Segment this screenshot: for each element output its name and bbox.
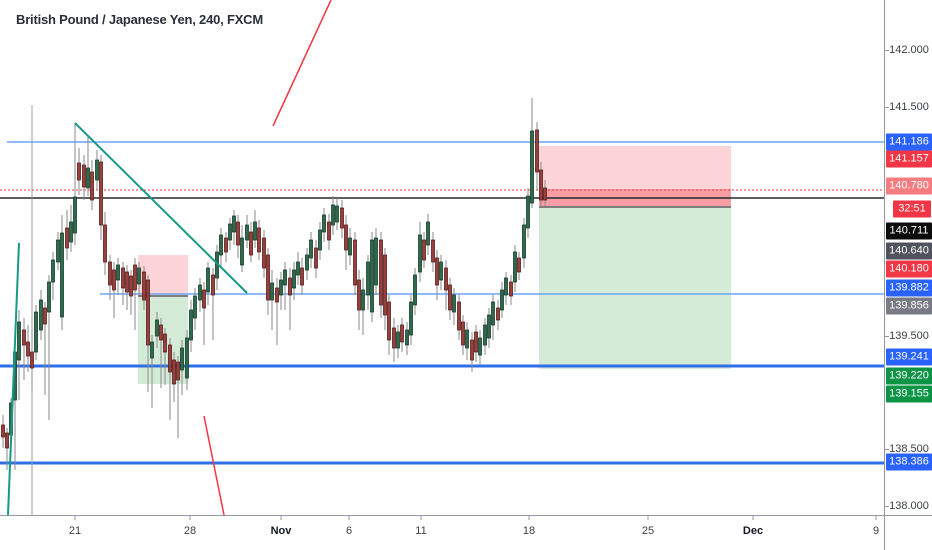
price-axis-label: 138.500 — [885, 443, 932, 455]
price-badge-139.882: 139.882 — [886, 279, 932, 297]
price-axis-label: 138.000 — [885, 500, 932, 512]
price-badge-140.180: 140.180 — [886, 260, 932, 278]
price-badge-140.711: 140.711 — [886, 222, 932, 240]
price-axis[interactable]: 142.000 141.500 139.500 138.500 138.000 141.1… — [884, 0, 932, 515]
symbol-title[interactable]: British Pound / Japanese Yen, 240, FXCM — [16, 12, 263, 27]
price-axis-label: 139.500 — [885, 330, 932, 342]
time-axis-label: 18 — [522, 525, 536, 537]
price-badge-140.780: 140.780 — [886, 177, 932, 195]
price-badge-138.386: 138.386 — [886, 453, 932, 471]
time-axis[interactable]: 21 28 Nov 6 11 18 25 Dec 9 — [0, 515, 932, 550]
time-axis-tick — [280, 516, 282, 520]
teal-descending-trendline[interactable] — [74, 122, 248, 294]
price-badge-140.640: 140.640 — [886, 242, 932, 260]
candlestick-chart[interactable] — [0, 0, 884, 515]
time-axis-label: 21 — [68, 525, 82, 537]
red-trendline-top[interactable] — [272, 0, 332, 127]
price-badge-141.186: 141.186 — [886, 133, 932, 151]
price-badge-141.157: 141.157 — [886, 150, 932, 168]
price-badge-139.155: 139.155 — [886, 385, 932, 403]
axis-corner-divider — [884, 516, 885, 550]
time-axis-tick — [348, 516, 350, 520]
time-axis-tick — [189, 516, 191, 520]
teal-steep-left-trendline[interactable] — [7, 242, 20, 515]
price-axis-label: 142.000 — [885, 44, 932, 56]
price-axis-label: 141.500 — [885, 101, 932, 113]
time-axis-tick — [420, 516, 422, 520]
time-axis-tick — [752, 516, 754, 520]
time-axis-label: 9 — [872, 525, 880, 537]
time-axis-label: 11 — [415, 525, 427, 537]
time-axis-label: Nov — [270, 525, 292, 537]
bar-countdown-badge: 32:51 — [893, 200, 931, 218]
red-trendline-bottom[interactable] — [203, 415, 225, 515]
price-badge-139.241: 139.241 — [886, 348, 932, 366]
time-axis-tick — [74, 516, 76, 520]
time-axis-label: 28 — [183, 525, 197, 537]
time-axis-tick — [647, 516, 649, 520]
short-position-large[interactable] — [539, 146, 731, 369]
candlestick-layer — [1, 98, 547, 470]
time-axis-label: 25 — [641, 525, 655, 537]
time-axis-tick — [875, 516, 877, 520]
time-axis-label: 6 — [345, 525, 353, 537]
time-axis-label: Dec — [742, 525, 764, 537]
time-axis-tick — [528, 516, 530, 520]
price-badge-139.856: 139.856 — [886, 297, 932, 315]
price-badge-139.220: 139.220 — [886, 367, 932, 385]
chart-pane[interactable]: British Pound / Japanese Yen, 240, FXCM — [0, 0, 884, 515]
